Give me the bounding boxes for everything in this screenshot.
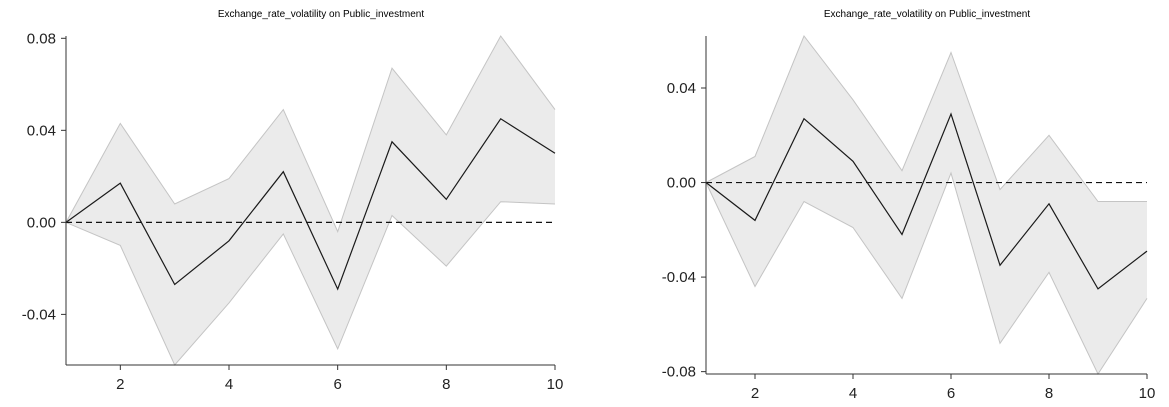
left-x-tick-label: 4	[225, 376, 233, 393]
right-x-tick-label: 4	[849, 385, 857, 402]
left-band-lower-edge	[65, 201, 556, 366]
left-x-tick-label: 8	[442, 376, 450, 393]
right-confidence-band	[706, 36, 1147, 374]
chart-left-title: Exchange_rate_volatility on Public_inves…	[217, 9, 425, 20]
right-x-tick-label: 6	[947, 385, 955, 402]
left-y-tick-label: -0.04	[22, 306, 56, 323]
right-band-upper-edge	[705, 35, 1147, 202]
left-x-tick-label: 6	[333, 376, 341, 393]
left-y-tick-label: 0.08	[27, 30, 56, 47]
chart-right-title: Exchange_rate_volatility on Public_inves…	[823, 9, 1031, 20]
left-y-tick-label: 0.00	[27, 214, 56, 231]
right-y-tick-label: 0.04	[667, 80, 696, 97]
left-response-line	[65, 117, 556, 291]
right-x-tick-label: 2	[751, 385, 759, 402]
right-y-tick-label: -0.04	[662, 269, 696, 286]
right-response-line	[705, 112, 1148, 290]
left-band-upper-edge	[65, 35, 556, 233]
left-confidence-band	[66, 36, 555, 365]
right-band-lower-edge	[705, 171, 1148, 376]
right-y-tick-label: 0.00	[667, 175, 696, 192]
right-y-tick-label: -0.08	[662, 364, 696, 381]
left-x-tick-label: 10	[547, 376, 564, 393]
right-x-tick-label: 10	[1139, 385, 1156, 402]
left-x-tick-label: 2	[116, 376, 124, 393]
right-x-tick-label: 8	[1045, 385, 1053, 402]
left-y-tick-label: 0.04	[27, 122, 56, 139]
